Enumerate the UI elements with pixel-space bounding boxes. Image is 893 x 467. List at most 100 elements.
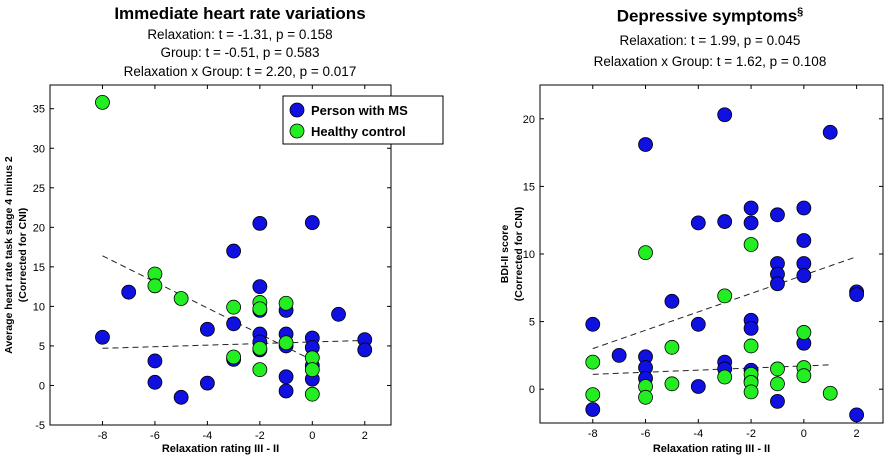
left-point-healthy-control [173, 291, 189, 306]
left-x-axis-label: Relaxation rating III - II [162, 443, 279, 455]
left-point-person-with-ms [95, 329, 110, 345]
right-point-person-with-ms [611, 347, 627, 363]
left-xtick-label: -2 [255, 430, 265, 442]
right-y-axis-label-line-2: (Corrected for CNI) [513, 207, 525, 302]
left-ytick-label: 15 [33, 262, 45, 274]
right-point-healthy-control [822, 385, 838, 401]
right-y-axis-label-line-1: BDI-II score [499, 225, 511, 284]
left-point-person-with-ms [226, 316, 242, 332]
legend-box [282, 95, 444, 145]
right-ytick-label: 0 [529, 384, 535, 396]
left-ytick-label: 10 [33, 301, 45, 313]
right-point-healthy-control [585, 387, 601, 403]
left-point-healthy-control [147, 278, 163, 294]
right-xtick-label: -2 [746, 428, 756, 440]
left-point-person-with-ms [121, 284, 137, 300]
left-point-person-with-ms [147, 374, 163, 390]
left-xtick-label: -6 [150, 430, 160, 442]
left-stat-relaxation: Relaxation: t = -1.31, p = 0.158 [147, 27, 333, 42]
right-point-healthy-control [743, 237, 759, 252]
left-point-healthy-control [252, 362, 268, 378]
left-point-person-with-ms [199, 321, 215, 337]
right-x-axis-label: Relaxation rating III - II [653, 443, 770, 455]
right-xtick-label: -4 [693, 428, 703, 440]
right-point-healthy-control [743, 384, 759, 400]
right-ytick-label: 15 [523, 181, 535, 193]
left-y-axis-label-line-2: (Corrected for CNI) [17, 208, 29, 303]
right-ytick-label: 10 [523, 249, 535, 261]
left-point-healthy-control [252, 340, 268, 356]
right-point-healthy-control [717, 369, 733, 385]
left-ytick-label: -5 [35, 420, 45, 432]
right-point-person-with-ms [796, 200, 812, 216]
left-point-person-with-ms [173, 389, 189, 405]
left-point-person-with-ms [278, 383, 294, 399]
right-ytick-label: 5 [529, 317, 535, 329]
left-point-healthy-control [304, 386, 320, 402]
left-point-healthy-control [304, 362, 320, 378]
legend-marker-healthy-control [289, 123, 305, 139]
legend-marker-person-with-ms [289, 102, 305, 118]
left-point-healthy-control [95, 94, 110, 110]
right-point-person-with-ms [849, 287, 865, 302]
right-point-person-with-ms [690, 379, 706, 394]
left-xtick-label: 0 [309, 430, 315, 442]
right-point-person-with-ms [717, 214, 733, 229]
right-point-person-with-ms [585, 402, 601, 417]
right-xtick-label: -6 [641, 428, 651, 440]
right-point-healthy-control [638, 245, 653, 261]
right-point-person-with-ms [717, 107, 733, 123]
right-point-person-with-ms [690, 316, 706, 332]
left-point-person-with-ms [357, 342, 373, 358]
left-ytick-label: 20 [33, 222, 45, 234]
right-point-person-with-ms [743, 200, 759, 216]
right-point-healthy-control [743, 338, 759, 354]
right-stat-interaction: Relaxation x Group: t = 1.62, p = 0.108 [593, 54, 827, 69]
left-point-person-with-ms [331, 306, 346, 322]
legend-label-person-with-ms: Person with MS [311, 103, 408, 118]
left-point-healthy-control [252, 301, 268, 317]
right-point-healthy-control [664, 339, 680, 355]
left-ytick-label: 5 [39, 341, 45, 353]
left-stat-interaction: Relaxation x Group: t = 2.20, p = 0.017 [123, 64, 357, 79]
left-point-person-with-ms [252, 215, 268, 231]
left-point-healthy-control [278, 335, 294, 351]
left-ytick-label: 35 [33, 104, 45, 116]
left-xtick-label: 2 [362, 430, 368, 442]
right-point-person-with-ms [690, 215, 706, 231]
left-point-person-with-ms [199, 375, 215, 391]
left-ytick-label: 30 [33, 143, 45, 155]
right-point-person-with-ms [743, 215, 759, 231]
right-point-healthy-control [717, 288, 733, 304]
right-point-healthy-control [770, 376, 785, 392]
right-point-person-with-ms [849, 407, 865, 423]
left-xtick-label: -8 [98, 430, 108, 442]
right-point-person-with-ms [796, 233, 812, 248]
left-ytick-label: 0 [39, 380, 45, 392]
right-point-person-with-ms [796, 268, 812, 284]
right-stat-relaxation: Relaxation: t = 1.99, p = 0.045 [619, 33, 801, 48]
right-title-superscript: § [797, 6, 804, 18]
right-title-text: Depressive symptoms [616, 6, 798, 26]
right-point-healthy-control [770, 361, 785, 377]
right-point-person-with-ms [638, 137, 653, 152]
legend-label-healthy-control: Healthy control [311, 124, 406, 139]
left-point-healthy-control [226, 299, 242, 315]
right-ytick-label: 20 [523, 114, 535, 126]
right-point-person-with-ms [770, 393, 785, 409]
left-point-person-with-ms [304, 215, 320, 230]
right-fit-line-1 [592, 256, 857, 350]
right-point-person-with-ms [822, 124, 838, 140]
right-xtick-label: 2 [854, 428, 860, 440]
right-point-healthy-control [638, 389, 653, 405]
right-xtick-label: 0 [801, 428, 807, 440]
left-point-person-with-ms [278, 369, 294, 385]
right-chart-title: Depressive symptoms§ [560, 6, 860, 27]
right-point-healthy-control [664, 376, 680, 392]
left-point-person-with-ms [226, 243, 242, 259]
right-xtick-label: -8 [588, 428, 598, 440]
left-chart-title: Immediate heart rate variations [114, 4, 366, 23]
right-point-healthy-control [796, 325, 812, 340]
right-point-person-with-ms [743, 320, 759, 336]
